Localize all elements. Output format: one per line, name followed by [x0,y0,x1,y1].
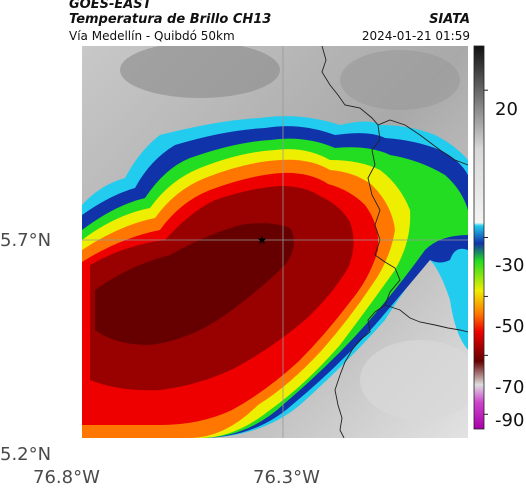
satellite-label: GOES-EAST [69,0,152,12]
lon-label-76.3: 76.3°W [253,467,320,488]
cloud-patch-bottom [360,340,468,420]
lon-label-76.8: 76.8°W [33,467,100,488]
region-label: Vía Medellín - Quibdó 50km [69,29,235,43]
datetime-label: 2024-01-21 01:59 [361,29,470,43]
cloud-patch-top [120,46,280,98]
colorbar-label-20: 20 [495,99,518,120]
colorbar-label-minus30: -30 [495,255,525,276]
border-line-east [384,304,468,333]
storm-core [95,223,294,345]
border-line-northeast [377,119,468,166]
colorbar-label-minus50: -50 [495,316,525,337]
cloud-patch-right [340,50,460,110]
lat-label-5.2: 5.2°N [0,444,52,465]
colorbar-ticks [484,89,488,415]
star-marker: ★ [257,233,268,247]
lat-label-5.7: 5.7°N [0,230,52,251]
product-title: Temperatura de Brillo CH13 [69,12,272,27]
colorbar-label-minus90: -90 [495,410,525,431]
border-line-north [321,46,401,438]
source-label: SIATA [429,12,470,27]
colorbar-label-minus70: -70 [495,377,525,398]
colorbar [473,45,485,430]
